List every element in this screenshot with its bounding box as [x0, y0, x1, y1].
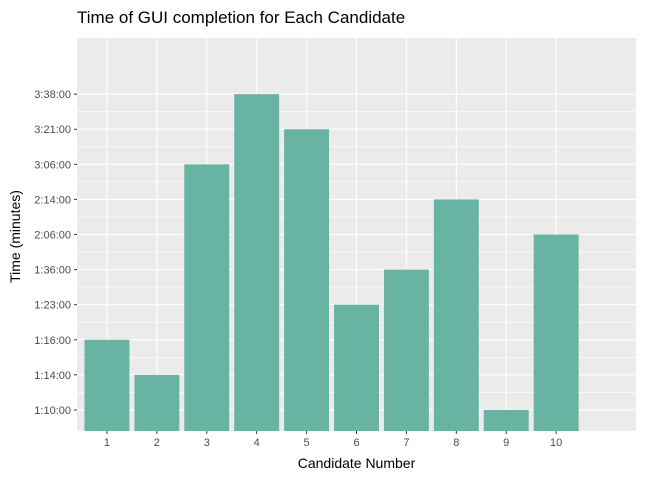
x-axis-ticks: 1 2 3 4 5 6 7 8 9 10 — [104, 431, 562, 449]
x-tick-label: 5 — [304, 437, 310, 449]
y-tick-label: 1:14:00 — [34, 370, 71, 382]
bar-candidate-2 — [134, 374, 180, 431]
y-tick-label: 1:23:00 — [34, 300, 71, 312]
bars — [84, 94, 579, 432]
x-tick-label: 6 — [353, 437, 359, 449]
y-tick-label: 2:14:00 — [34, 194, 71, 206]
bar-candidate-3 — [184, 164, 230, 432]
y-tick-label: 3:06:00 — [34, 159, 71, 171]
bar-candidate-9 — [483, 409, 529, 431]
y-tick-label: 3:21:00 — [34, 124, 71, 136]
x-tick-label: 9 — [503, 437, 509, 449]
bar-candidate-10 — [533, 234, 579, 431]
y-axis-title: Time (minutes) — [7, 190, 23, 283]
y-tick-label: 1:16:00 — [34, 335, 71, 347]
y-tick-label: 3:38:00 — [34, 89, 71, 101]
bar-candidate-1 — [84, 339, 130, 431]
chart-title: Time of GUI completion for Each Candidat… — [77, 8, 405, 27]
x-tick-label: 4 — [254, 437, 260, 449]
x-tick-label: 8 — [453, 437, 459, 449]
x-tick-label: 1 — [104, 437, 110, 449]
bar-candidate-8 — [433, 199, 479, 431]
x-tick-label: 3 — [204, 437, 210, 449]
bar-candidate-7 — [383, 269, 429, 431]
bar-candidate-4 — [234, 94, 280, 432]
y-tick-label: 1:10:00 — [34, 405, 71, 417]
y-tick-label: 2:06:00 — [34, 230, 71, 242]
bar-candidate-5 — [284, 129, 330, 431]
x-axis-title: Candidate Number — [298, 455, 416, 471]
bar-candidate-6 — [334, 304, 379, 431]
y-tick-label: 1:36:00 — [34, 265, 71, 277]
y-axis-ticks: 1:10:00 1:14:00 1:16:00 1:23:00 1:36:00 2:06:… — [34, 89, 77, 417]
x-tick-label: 7 — [403, 437, 409, 449]
x-tick-label: 10 — [550, 437, 562, 449]
x-tick-label: 2 — [154, 437, 160, 449]
